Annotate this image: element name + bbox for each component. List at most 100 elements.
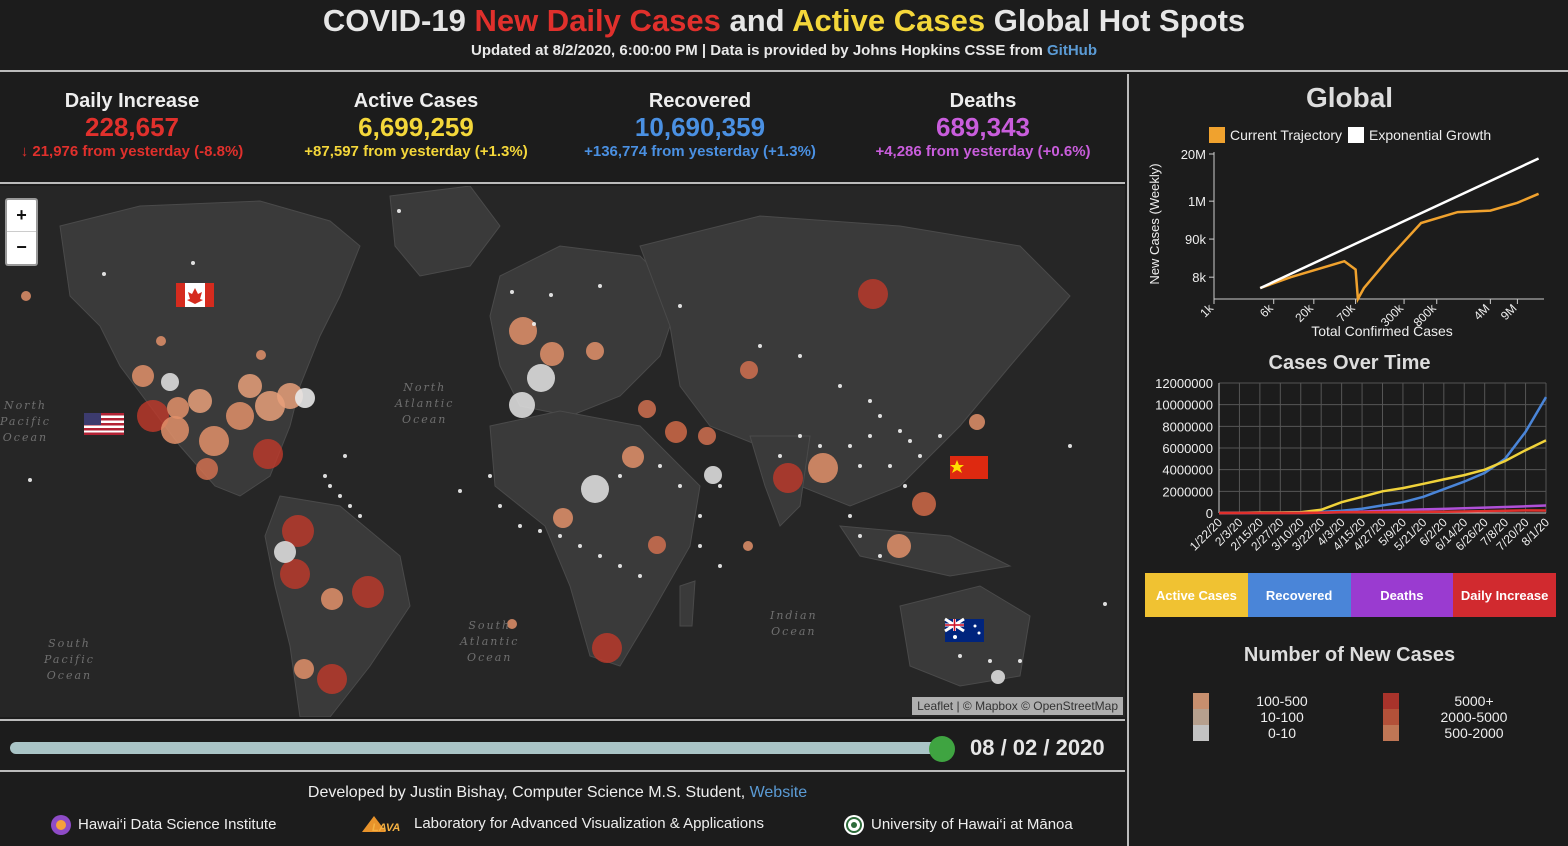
city-dot <box>758 344 762 348</box>
stat-change: +136,774 from yesterday (+1.3%) <box>584 143 816 160</box>
city-dot <box>848 444 852 448</box>
city-dot <box>798 434 802 438</box>
global-y-axis-label: New Cases (Weekly) <box>1147 163 1162 284</box>
city-dot <box>658 464 662 468</box>
legend-label: 10-100 <box>1260 709 1304 725</box>
institute-uhm[interactable]: University of Hawai‘i at Mānoa <box>843 814 1073 836</box>
city-dot <box>918 454 922 458</box>
city-dot <box>102 272 106 276</box>
legend-label: 5000+ <box>1454 693 1494 709</box>
stat-change: +4,286 from yesterday (+0.6%) <box>875 143 1091 160</box>
active-cases-button[interactable]: Active Cases <box>1145 573 1248 617</box>
city-dot <box>397 209 401 213</box>
hotspot-marker <box>132 365 154 387</box>
deaths-button[interactable]: Deaths <box>1350 573 1454 617</box>
legend-swatch <box>1193 725 1209 741</box>
time-y-tick-label: 10000000 <box>1155 398 1213 413</box>
hotspot-marker <box>858 279 888 309</box>
world-map[interactable]: North Pacific Ocean North Atlantic Ocean Sou… <box>0 186 1125 717</box>
time-y-tick-label: 4000000 <box>1162 463 1213 478</box>
stat-deaths: Deaths 689,343 +4,286 from yesterday (+0… <box>843 90 1123 160</box>
date-slider-track[interactable] <box>10 742 940 754</box>
hdsi-logo-icon <box>51 815 71 835</box>
hotspot-marker <box>648 536 666 554</box>
title-segment: Global Hot Spots <box>985 3 1246 38</box>
hotspot-marker <box>156 336 166 346</box>
global-x-tick-label: 9M <box>1498 301 1520 323</box>
land-masses <box>59 186 1071 717</box>
city-dot <box>638 574 642 578</box>
legend-swatch-exponential <box>1348 127 1364 143</box>
global-trajectory-chart: Current Trajectory Exponential Growth 20… <box>1147 127 1544 339</box>
hotspot-marker <box>226 402 254 430</box>
legend-label: 0-10 <box>1267 725 1297 741</box>
legend-swatch <box>1193 693 1209 709</box>
legend-swatch <box>1193 709 1209 725</box>
cases-over-time-chart: 12000000 10000000 8000000 6000000 4000000 200… <box>1155 376 1552 553</box>
hotspot-marker <box>196 458 218 480</box>
zoom-in-button[interactable]: + <box>7 200 36 232</box>
map-canvas[interactable] <box>0 186 1125 717</box>
institute-hdsi[interactable]: Hawai‘i Data Science Institute <box>50 814 276 836</box>
time-lines <box>1218 396 1548 515</box>
current-date: 08 / 02 / 2020 <box>970 735 1105 760</box>
map-attribution[interactable]: Leaflet | © Mapbox © OpenStreetMap <box>912 697 1123 715</box>
global-x-tick-label: 70k <box>1334 301 1358 325</box>
city-dot <box>818 444 822 448</box>
stat-label: Recovered <box>648 90 752 112</box>
institute-lava[interactable]: LAVA Laboratory for Advanced Visualizatio… <box>360 814 764 834</box>
hotspot-marker <box>592 633 622 663</box>
city-dot <box>323 474 327 478</box>
city-dot <box>718 484 722 488</box>
right-panel: Global Current Trajectory Exponential Gr… <box>1127 74 1568 846</box>
daily-increase-button[interactable]: Daily Increase <box>1453 573 1556 617</box>
city-dot <box>888 464 892 468</box>
city-dot <box>518 524 522 528</box>
global-y-tick-label: 20M <box>1181 147 1206 162</box>
website-link[interactable]: Website <box>749 784 808 801</box>
hotspot-markers <box>21 279 1005 694</box>
stat-value: 6,699,259 <box>358 112 474 142</box>
recovered-button[interactable]: Recovered <box>1247 573 1351 617</box>
city-dot <box>938 434 942 438</box>
hotspot-marker <box>280 559 310 589</box>
city-dot <box>898 429 902 433</box>
hotspot-marker <box>553 508 573 528</box>
city-dot <box>28 478 32 482</box>
hotspot-marker <box>740 361 758 379</box>
hotspot-marker <box>274 541 296 563</box>
hotspot-marker <box>665 421 687 443</box>
hotspot-marker <box>698 427 716 445</box>
lava-logo-icon: LAVA <box>362 816 400 834</box>
hotspot-marker <box>509 392 535 418</box>
africa-land <box>489 410 701 667</box>
hotspot-marker <box>586 342 604 360</box>
city-dot <box>532 322 536 326</box>
zoom-out-button[interactable]: − <box>16 237 27 257</box>
city-dot <box>718 564 722 568</box>
hotspot-marker <box>294 659 314 679</box>
small-city-dots <box>28 209 1107 663</box>
city-dot <box>338 494 342 498</box>
stats-bar: Daily Increase 228,657 ↓ 21,976 from yes… <box>0 74 1125 184</box>
hotspot-marker <box>912 492 936 516</box>
date-slider-handle[interactable] <box>929 736 955 762</box>
legend-label: 2000-5000 <box>1440 709 1508 725</box>
time-axes: 12000000 10000000 8000000 6000000 4000000 200… <box>1155 376 1552 553</box>
city-dot <box>488 474 492 478</box>
hotspot-marker <box>295 388 315 408</box>
hotspot-marker <box>622 446 644 468</box>
city-dot <box>1068 444 1072 448</box>
city-dot <box>848 514 852 518</box>
stat-active-cases: Active Cases 6,699,259 +87,597 from yest… <box>276 90 556 160</box>
usa-flag <box>84 413 124 435</box>
hotspot-marker <box>199 426 229 456</box>
city-dot <box>328 484 332 488</box>
city-dot <box>549 293 553 297</box>
title-active-cases: Active Cases <box>792 3 986 38</box>
ocean-label: South Pacific Ocean <box>44 637 95 682</box>
title-daily-cases: New Daily Cases <box>474 3 721 38</box>
city-dot <box>678 484 682 488</box>
github-link[interactable]: GitHub <box>1047 42 1098 59</box>
footer: Developed by Justin Bishay, Computer Sci… <box>0 774 1125 846</box>
